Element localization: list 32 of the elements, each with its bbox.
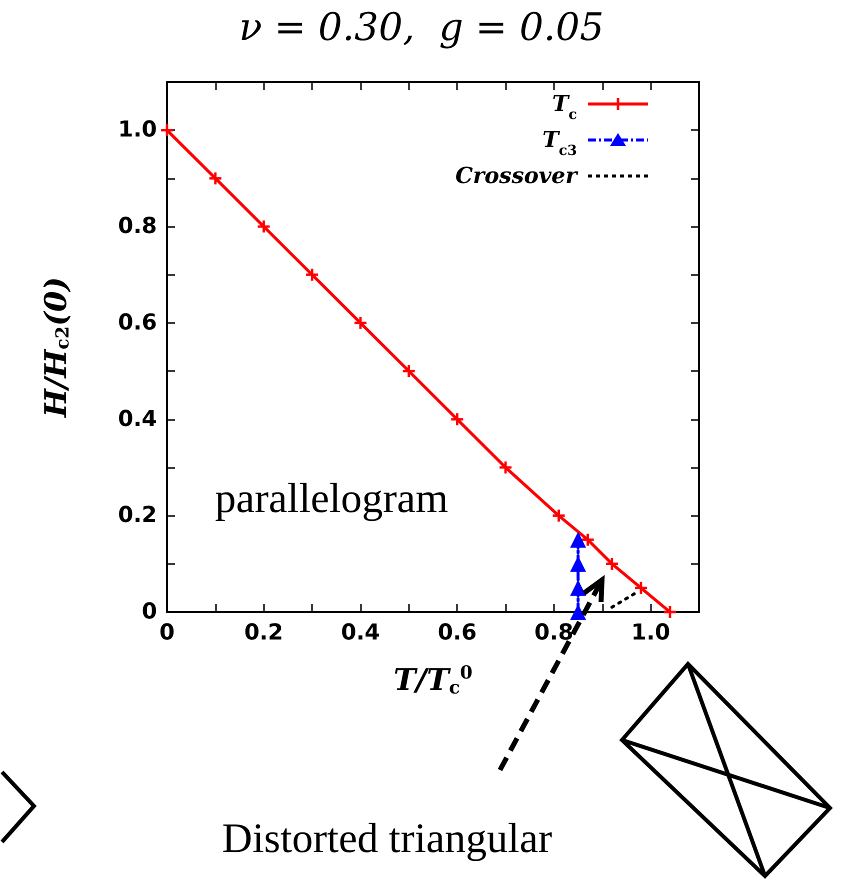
y-axis-title: H/Hc2(0): [38, 276, 74, 418]
x-tick-label: 0.4: [340, 620, 380, 646]
y-tick-label: 0.6: [118, 310, 157, 336]
point: [258, 220, 270, 233]
point: [582, 534, 594, 546]
chart-title: ν = 0.30, g = 0.05: [239, 5, 604, 49]
y-tick-label: 0: [142, 600, 157, 624]
point: [209, 172, 222, 184]
legend-label: T$_{c}$: [552, 91, 577, 123]
point: [606, 558, 618, 570]
point: [451, 413, 464, 426]
point: [570, 580, 586, 596]
x-tick-label: 0: [159, 620, 175, 646]
text: Distorted triangular: [222, 816, 552, 862]
x-tick-label: 1.0: [631, 620, 670, 646]
y-tick-label: 1.0: [118, 118, 157, 143]
annotation: parallelogram: [215, 476, 449, 522]
point: [402, 365, 415, 378]
point: [570, 532, 586, 548]
point: [354, 316, 366, 329]
point: [552, 510, 565, 522]
legend-label: Crossover: [455, 163, 578, 189]
y-tick-label: 0.8: [118, 214, 157, 240]
x-tick-label: 0.8: [534, 620, 574, 646]
point: [306, 268, 318, 281]
x-tick-label: 0.6: [438, 620, 477, 646]
y-tick-label: 0.4: [118, 406, 157, 432]
legend-label: T$_{c3}$: [542, 127, 577, 159]
point: [634, 582, 647, 594]
x-tick-label: 0.2: [244, 620, 284, 646]
y-tick-label: 0.2: [118, 503, 157, 528]
point: [161, 124, 173, 136]
